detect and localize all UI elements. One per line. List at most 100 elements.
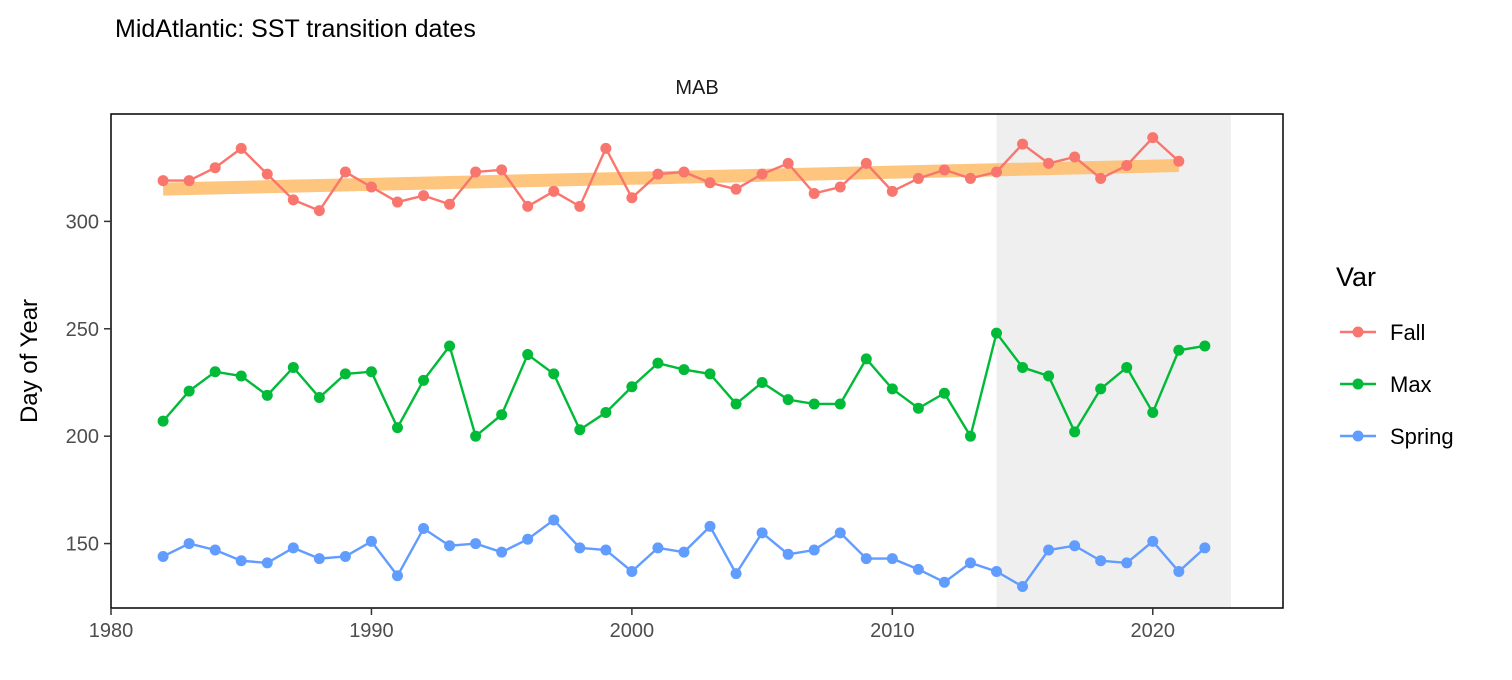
plot-panel-border bbox=[110, 113, 1284, 609]
data-point-max bbox=[574, 424, 586, 436]
legend-key-point bbox=[1352, 378, 1364, 390]
data-point-fall bbox=[860, 157, 872, 169]
data-point-spring bbox=[1017, 581, 1029, 593]
data-point-fall bbox=[808, 187, 820, 199]
data-point-fall bbox=[1121, 160, 1133, 172]
x-tick-label: 2020 bbox=[1131, 620, 1176, 642]
data-point-max bbox=[1095, 383, 1107, 395]
data-point-fall bbox=[991, 166, 1003, 178]
data-point-fall bbox=[157, 175, 169, 187]
data-point-fall bbox=[626, 192, 638, 204]
data-point-spring bbox=[991, 565, 1003, 577]
data-point-fall bbox=[1173, 155, 1185, 167]
data-point-max bbox=[209, 366, 221, 378]
y-tick-label: 250 bbox=[66, 319, 99, 341]
data-point-fall bbox=[522, 200, 534, 212]
chart-title: MidAtlantic: SST transition dates bbox=[115, 15, 476, 43]
x-tick-label: 2010 bbox=[870, 620, 915, 642]
data-point-spring bbox=[652, 542, 664, 554]
data-point-fall bbox=[834, 181, 846, 193]
legend-key-point bbox=[1352, 326, 1364, 338]
data-point-max bbox=[391, 422, 403, 434]
data-point-fall bbox=[886, 185, 898, 197]
series-max bbox=[157, 327, 1211, 442]
data-point-spring bbox=[1199, 542, 1211, 554]
data-point-fall bbox=[418, 190, 430, 202]
data-point-spring bbox=[704, 520, 716, 532]
facet-strip-label: MAB bbox=[675, 77, 718, 99]
legend-item-fall: Fall bbox=[1340, 320, 1425, 345]
data-point-max bbox=[626, 381, 638, 393]
data-point-fall bbox=[209, 162, 221, 174]
data-point-max bbox=[1043, 370, 1055, 382]
data-point-fall bbox=[730, 183, 742, 195]
data-point-fall bbox=[261, 168, 273, 180]
legend: Var Fall Max Spring bbox=[1336, 262, 1454, 449]
data-point-max bbox=[756, 376, 768, 388]
data-point-max bbox=[470, 430, 482, 442]
data-point-fall bbox=[938, 164, 950, 176]
data-point-spring bbox=[782, 548, 794, 560]
data-point-spring bbox=[548, 514, 560, 526]
data-point-max bbox=[1017, 361, 1029, 373]
data-point-max bbox=[834, 398, 846, 410]
trend-line-fall bbox=[162, 159, 1179, 196]
data-point-spring bbox=[365, 535, 377, 547]
data-point-spring bbox=[938, 576, 950, 588]
data-point-spring bbox=[496, 546, 508, 558]
data-point-spring bbox=[834, 527, 846, 539]
data-point-fall bbox=[1147, 132, 1159, 144]
data-point-spring bbox=[886, 553, 898, 565]
data-point-fall bbox=[1017, 138, 1029, 150]
data-point-max bbox=[730, 398, 742, 410]
data-point-max bbox=[157, 415, 169, 427]
data-point-fall bbox=[391, 196, 403, 208]
data-point-fall bbox=[912, 172, 924, 184]
data-point-max bbox=[600, 407, 612, 419]
data-point-fall bbox=[600, 142, 612, 154]
data-point-fall bbox=[548, 185, 560, 197]
data-point-spring bbox=[1095, 555, 1107, 567]
data-point-spring bbox=[1121, 557, 1133, 569]
y-tick-label: 300 bbox=[66, 211, 99, 233]
data-point-max bbox=[496, 409, 508, 421]
data-point-spring bbox=[339, 550, 351, 562]
data-point-fall bbox=[652, 168, 664, 180]
legend-title: Var bbox=[1336, 262, 1376, 292]
data-point-fall bbox=[574, 200, 586, 212]
legend-label: Max bbox=[1390, 372, 1432, 397]
data-point-max bbox=[548, 368, 560, 380]
data-point-fall bbox=[1095, 172, 1107, 184]
data-point-max bbox=[235, 370, 247, 382]
data-point-fall bbox=[678, 166, 690, 178]
series-spring bbox=[157, 514, 1211, 593]
data-point-spring bbox=[808, 544, 820, 556]
data-point-fall bbox=[365, 181, 377, 193]
x-tick-label: 1980 bbox=[89, 620, 134, 642]
data-point-max bbox=[938, 387, 950, 399]
data-point-spring bbox=[418, 523, 430, 535]
data-point-spring bbox=[157, 550, 169, 562]
series-fall bbox=[157, 132, 1185, 217]
x-tick-label: 2000 bbox=[610, 620, 655, 642]
y-tick-label: 200 bbox=[66, 426, 99, 448]
series-line-fall bbox=[163, 135, 1180, 213]
data-point-spring bbox=[313, 553, 325, 565]
data-point-spring bbox=[261, 557, 273, 569]
data-point-max bbox=[261, 389, 273, 401]
data-point-fall bbox=[782, 157, 794, 169]
x-tick-label: 1990 bbox=[349, 620, 394, 642]
data-point-spring bbox=[964, 557, 976, 569]
data-point-fall bbox=[704, 177, 716, 189]
data-point-fall bbox=[444, 198, 456, 210]
data-point-max bbox=[782, 394, 794, 406]
data-point-fall bbox=[964, 172, 976, 184]
data-point-fall bbox=[756, 168, 768, 180]
data-point-spring bbox=[1173, 565, 1185, 577]
data-point-max bbox=[886, 383, 898, 395]
data-point-spring bbox=[574, 542, 586, 554]
y-axis-title: Day of Year bbox=[16, 299, 43, 423]
data-point-spring bbox=[730, 568, 742, 580]
data-point-max bbox=[964, 430, 976, 442]
